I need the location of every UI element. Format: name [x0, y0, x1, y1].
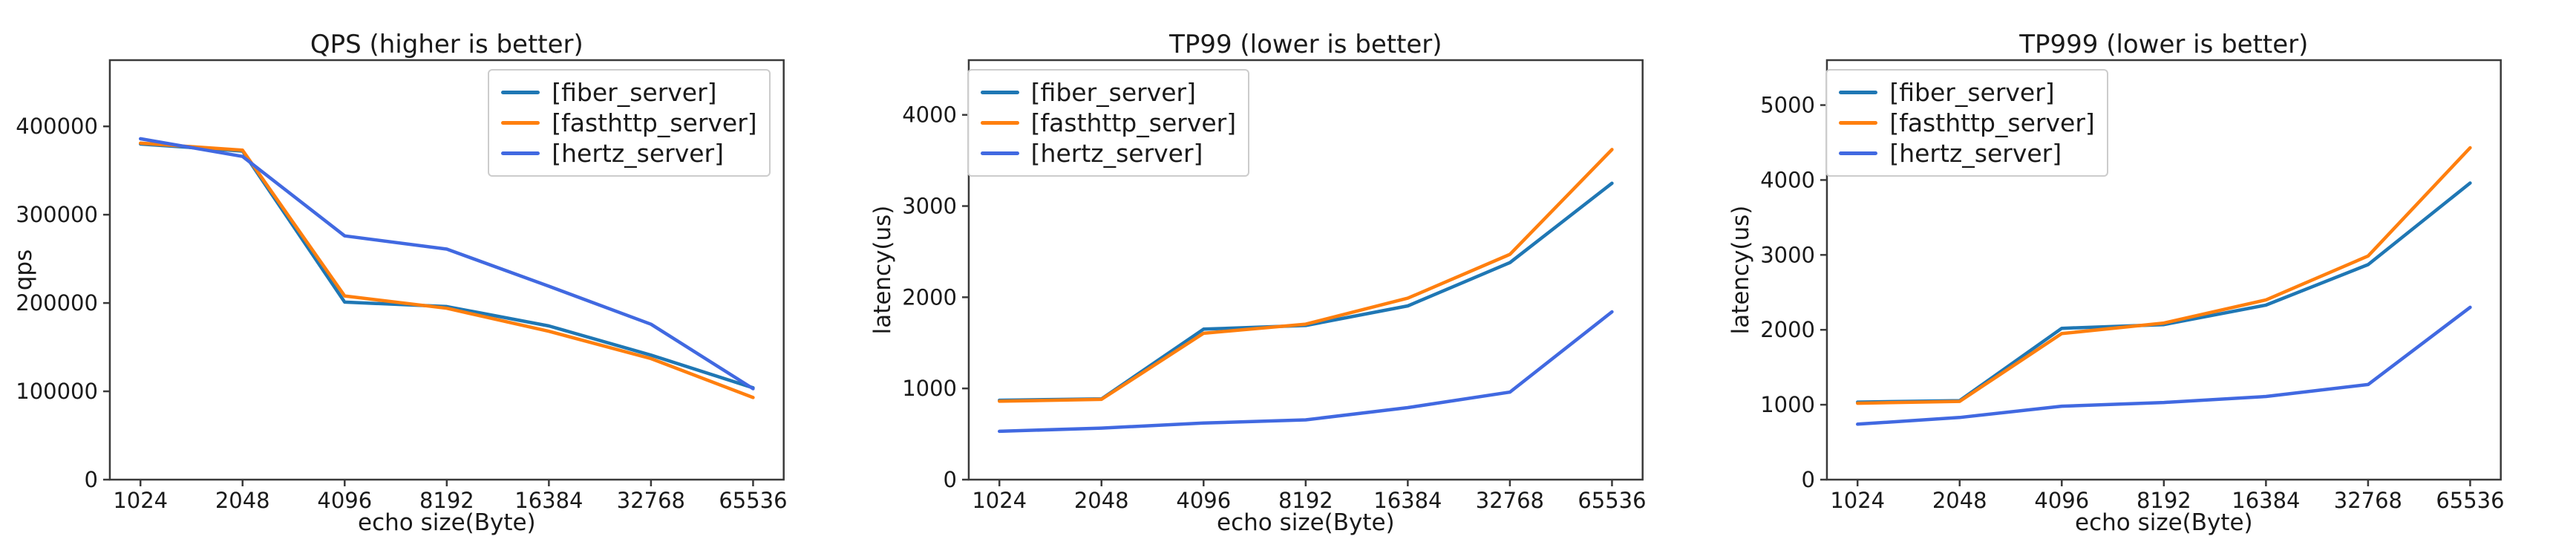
y-tick-label: 400000	[16, 114, 98, 139]
y-tick-label: 1000	[902, 376, 957, 401]
y-axis-label: latency(us)	[869, 206, 896, 335]
x-tick-label: 32768	[617, 488, 685, 513]
legend: [fiber_server] [fasthttp_server] [hertz_se…	[967, 69, 1250, 177]
x-tick-label: 16384	[1373, 488, 1442, 513]
y-tick-label: 0	[85, 467, 98, 492]
legend-line-swatch	[980, 151, 1019, 155]
legend-line-swatch	[980, 121, 1019, 125]
legend-label: [hertz_server]	[1889, 139, 2062, 168]
legend-item: [fasthttp_server]	[980, 108, 1237, 137]
chart-title: TP999 (lower is better)	[2019, 30, 2309, 59]
legend: [fiber_server] [fasthttp_server] [hertz_se…	[488, 69, 771, 177]
y-tick-label: 200000	[16, 290, 98, 316]
y-tick-label: 0	[1802, 467, 1815, 492]
legend-line-swatch	[1839, 121, 1878, 125]
y-tick-label: 2000	[1761, 317, 1816, 342]
y-tick-label: 3000	[902, 194, 957, 219]
chart-panel-tp999: 0 1000 2000 3000 4000 5000 1024 2048 4096 8192 163…	[1717, 0, 2576, 542]
legend-label: [fasthttp_server]	[1889, 108, 2095, 137]
x-tick-label: 2048	[215, 488, 270, 513]
y-axis-label: latency(us)	[1727, 206, 1754, 335]
legend-item: [fiber_server]	[501, 78, 756, 107]
x-tick-label: 16384	[514, 488, 583, 513]
series-line-hertz_server	[138, 137, 755, 391]
legend-label: [hertz_server]	[1030, 139, 1203, 168]
x-tick-label: 8192	[2137, 488, 2191, 513]
series-line-fasthttp_server	[997, 148, 1614, 403]
x-tick-label: 8192	[1278, 488, 1333, 513]
tp999-chart-svg: 0 1000 2000 3000 4000 5000 1024 2048 4096 8192 163…	[1727, 30, 2505, 536]
y-tick-label: 1000	[1761, 392, 1816, 417]
y-tick-label: 5000	[1761, 93, 1816, 118]
x-tick-label: 2048	[1932, 488, 1987, 513]
legend-label: [fasthttp_server]	[552, 108, 757, 137]
y-tick-label: 0	[943, 467, 956, 492]
legend-item: [fasthttp_server]	[1839, 108, 2095, 137]
y-tick-label: 4000	[902, 102, 957, 128]
legend-label: [fiber_server]	[552, 78, 717, 107]
x-axis-label: echo size(Byte)	[358, 509, 536, 536]
series-line-hertz_server	[997, 310, 1614, 434]
series-line-fasthttp_server	[138, 141, 755, 399]
legend-line-swatch	[1839, 91, 1878, 94]
legend-line-swatch	[501, 91, 540, 94]
legend-item: [hertz_server]	[980, 139, 1236, 168]
chart-panel-qps: 0 100000 200000 300000 400000 1024 2048 4096 819…	[0, 0, 859, 542]
x-tick-label: 32768	[2334, 488, 2402, 513]
y-tick-label: 100000	[16, 379, 98, 404]
x-tick-label: 2048	[1074, 488, 1129, 513]
y-tick-label: 300000	[16, 202, 98, 227]
legend-item: [hertz_server]	[501, 139, 756, 168]
x-tick-label: 1024	[1831, 488, 1886, 513]
x-tick-label: 65536	[719, 488, 787, 513]
y-tick-label: 3000	[1761, 242, 1816, 267]
x-axis-label: echo size(Byte)	[2075, 509, 2253, 536]
legend-item: [fiber_server]	[980, 78, 1236, 107]
x-tick-label: 16384	[2232, 488, 2301, 513]
legend-line-swatch	[1839, 151, 1878, 155]
x-tick-label: 8192	[419, 488, 474, 513]
legend-line-swatch	[980, 91, 1019, 94]
legend-label: [fiber_server]	[1889, 78, 2055, 107]
legend-item: [fiber_server]	[1839, 78, 2094, 107]
legend-label: [hertz_server]	[552, 139, 724, 168]
x-tick-label: 1024	[972, 488, 1027, 513]
y-tick-label: 4000	[1761, 167, 1816, 192]
y-axis-label: qps	[10, 249, 37, 290]
x-tick-label: 32768	[1475, 488, 1543, 513]
legend-label: [fasthttp_server]	[1030, 108, 1237, 137]
x-tick-label: 4096	[317, 488, 372, 513]
legend-line-swatch	[501, 151, 540, 155]
x-tick-label: 4096	[2035, 488, 2090, 513]
x-tick-label: 65536	[2436, 488, 2505, 513]
legend: [fiber_server] [fasthttp_server] [hertz_se…	[1825, 69, 2108, 177]
x-tick-label: 4096	[1176, 488, 1231, 513]
x-axis-label: echo size(Byte)	[1217, 509, 1395, 536]
legend-label: [fiber_server]	[1030, 78, 1196, 107]
series-line-hertz_server	[1856, 305, 2473, 426]
legend-item: [fasthttp_server]	[501, 108, 757, 137]
legend-line-swatch	[501, 121, 540, 125]
chart-title: QPS (higher is better)	[310, 30, 583, 59]
x-tick-label: 1024	[113, 488, 168, 513]
chart-panel-tp99: 0 1000 2000 3000 4000 1024 2048 4096 8192 16384 32…	[859, 0, 1718, 542]
series-line-fasthttp_server	[1856, 146, 2473, 405]
x-tick-label: 65536	[1578, 488, 1646, 513]
legend-item: [hertz_server]	[1839, 139, 2094, 168]
y-tick-label: 2000	[902, 284, 957, 310]
chart-title: TP99 (lower is better)	[1168, 30, 1442, 59]
